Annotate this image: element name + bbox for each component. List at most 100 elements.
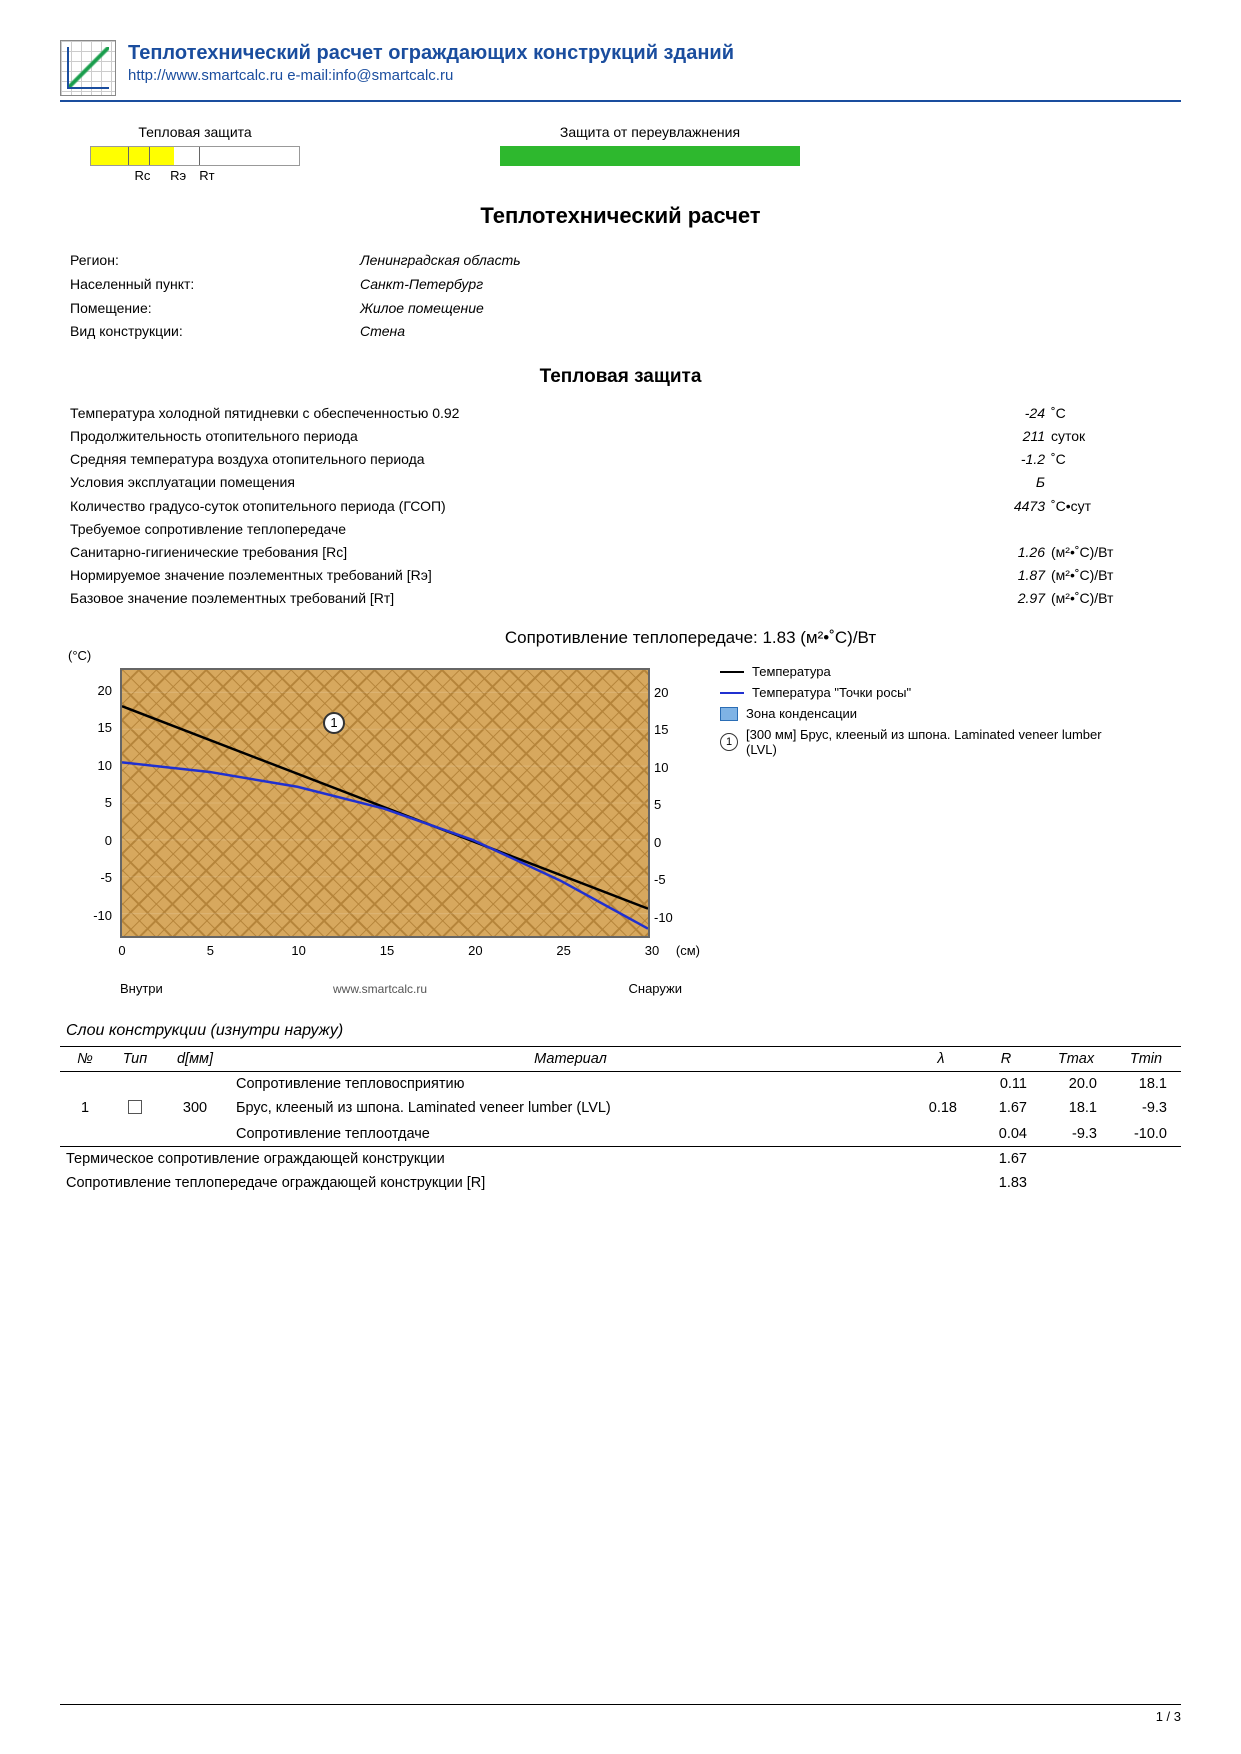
tp-key: Нормируемое значение поэлементных требов… (70, 564, 981, 587)
tp-key: Количество градусо-суток отопительного п… (70, 495, 981, 518)
moisture-scale (500, 146, 800, 166)
y-tick: 5 (60, 795, 112, 810)
tp-unit (1051, 518, 1171, 541)
tick-rt: Rт (199, 168, 214, 183)
col-mat: Материал (230, 1047, 911, 1072)
legend-dew: Температура "Точки росы" (752, 685, 911, 700)
page: Теплотехнический расчет ограждающих конс… (0, 0, 1241, 1754)
x-axis-unit: (см) (676, 943, 700, 958)
moisture-indicator: Защита от переувлажнения (500, 124, 800, 183)
chart-legend: Температура Температура "Точки росы" Зон… (720, 654, 1126, 994)
chart-title: Сопротивление теплопередаче: 1.83 (м²•˚C… (200, 628, 1181, 648)
logo-icon (60, 40, 116, 96)
param-val: Жилое помещение (360, 297, 484, 321)
col-d: d[мм] (160, 1047, 230, 1072)
tp-num: 2.97 (981, 587, 1051, 610)
x-tick: 20 (468, 943, 482, 958)
x-tick: 10 (291, 943, 305, 958)
legend-temp: Температура (752, 664, 831, 679)
param-val: Ленинградская область (360, 249, 521, 273)
tick-re: Rэ (157, 168, 199, 183)
table-row: Сопротивление теплоотдаче0.04-9.3-10.0 (60, 1122, 1181, 1147)
tp-unit: ˚C (1051, 402, 1171, 425)
page-footer: 1 / 3 (60, 1704, 1181, 1724)
params-block: Регион:Ленинградская область Населенный … (70, 249, 1181, 344)
x-label-right: Снаружи (629, 981, 683, 996)
tp-unit: (м²•˚C)/Вт (1051, 587, 1171, 610)
main-heading: Теплотехнический расчет (60, 203, 1181, 229)
chart-block: (°C) 1 20151050-5-10051015202530(см) Вну… (60, 654, 1181, 994)
tp-unit: ˚C (1051, 448, 1171, 471)
y-tick: -10 (60, 908, 112, 923)
thermal-params: Температура холодной пятидневки с обеспе… (70, 402, 1171, 610)
tp-num: 4473 (981, 495, 1051, 518)
col-tmax: Tmax (1041, 1047, 1111, 1072)
tp-key: Базовое значение поэлементных требований… (70, 587, 981, 610)
col-r: R (971, 1047, 1041, 1072)
table-summary-row: Термическое сопротивление ограждающей ко… (60, 1147, 1181, 1172)
moisture-indicator-label: Защита от переувлажнения (500, 124, 800, 140)
tp-key: Продолжительность отопительного периода (70, 425, 981, 448)
y-tick-right: -10 (654, 910, 682, 925)
x-label-center: www.smartcalc.ru (60, 982, 700, 996)
y-tick-right: 15 (654, 722, 682, 737)
y-tick: 10 (60, 758, 112, 773)
tp-key: Средняя температура воздуха отопительног… (70, 448, 981, 471)
header-text: Теплотехнический расчет ограждающих конс… (128, 40, 734, 84)
table-summary-row: Сопротивление теплопередаче ограждающей … (60, 1171, 1181, 1195)
y-tick: 20 (60, 683, 112, 698)
plot-area: 1 20151050-5-10051015202530(см) (120, 668, 650, 938)
tp-key: Температура холодной пятидневки с обеспе… (70, 402, 981, 425)
tp-num: 211 (981, 425, 1051, 448)
col-l: λ (911, 1047, 971, 1072)
tp-key: Требуемое сопротивление теплопередаче (70, 518, 981, 541)
param-key: Населенный пункт: (70, 273, 360, 297)
y-tick-right: -5 (654, 872, 682, 887)
thermal-indicator-label: Тепловая защита (90, 124, 300, 140)
x-tick: 30 (645, 943, 659, 958)
contact-line: http://www.smartcalc.ru e-mail:info@smar… (128, 67, 734, 84)
tp-num (981, 518, 1051, 541)
layers-table: № Тип d[мм] Материал λ R Tmax Tmin Сопро… (60, 1046, 1181, 1195)
col-tmin: Tmin (1111, 1047, 1181, 1072)
tp-num: Б (981, 471, 1051, 494)
chart: (°C) 1 20151050-5-10051015202530(см) Вну… (60, 654, 700, 994)
col-type: Тип (110, 1047, 160, 1072)
param-key: Регион: (70, 249, 360, 273)
y-tick: 0 (60, 833, 112, 848)
thermal-indicator: Тепловая защита Rс Rэ Rт (90, 124, 300, 183)
tp-unit: суток (1051, 425, 1171, 448)
y-axis-unit: (°C) (68, 648, 91, 663)
thermal-scale-labels: Rс Rэ Rт (90, 168, 300, 183)
param-key: Помещение: (70, 297, 360, 321)
col-n: № (60, 1047, 110, 1072)
table-header-row: № Тип d[мм] Материал λ R Tmax Tmin (60, 1047, 1181, 1072)
thermal-section-heading: Тепловая защита (60, 366, 1181, 388)
legend-mat-icon: 1 (720, 733, 738, 751)
indicators: Тепловая защита Rс Rэ Rт Защита от переу… (90, 124, 1181, 183)
legend-cond-icon (720, 707, 738, 721)
table-row: Сопротивление тепловосприятию0.1120.018.… (60, 1072, 1181, 1097)
param-val: Санкт-Петербург (360, 273, 483, 297)
y-tick: 15 (60, 720, 112, 735)
x-tick: 5 (207, 943, 214, 958)
tp-key: Санитарно-гигиенические требования [Rс] (70, 541, 981, 564)
tick-rc: Rс (128, 168, 157, 183)
tp-num: -24 (981, 402, 1051, 425)
y-tick-right: 5 (654, 797, 682, 812)
header: Теплотехнический расчет ограждающих конс… (60, 40, 1181, 102)
x-tick: 0 (118, 943, 125, 958)
tp-key: Условия эксплуатации помещения (70, 471, 981, 494)
tp-unit: ˚C•сут (1051, 495, 1171, 518)
tp-num: 1.87 (981, 564, 1051, 587)
y-tick-right: 20 (654, 685, 682, 700)
legend-cond: Зона конденсации (746, 706, 857, 721)
legend-mat1: [300 мм] Брус, клееный из шпона. Laminat… (746, 727, 1126, 757)
table-row: 1300Брус, клееный из шпона. Laminated ve… (60, 1096, 1181, 1122)
type-square-icon (128, 1100, 142, 1114)
y-tick-right: 10 (654, 760, 682, 775)
x-tick: 15 (380, 943, 394, 958)
page-title: Теплотехнический расчет ограждающих конс… (128, 42, 734, 65)
tp-unit: (м²•˚C)/Вт (1051, 541, 1171, 564)
x-tick: 25 (556, 943, 570, 958)
